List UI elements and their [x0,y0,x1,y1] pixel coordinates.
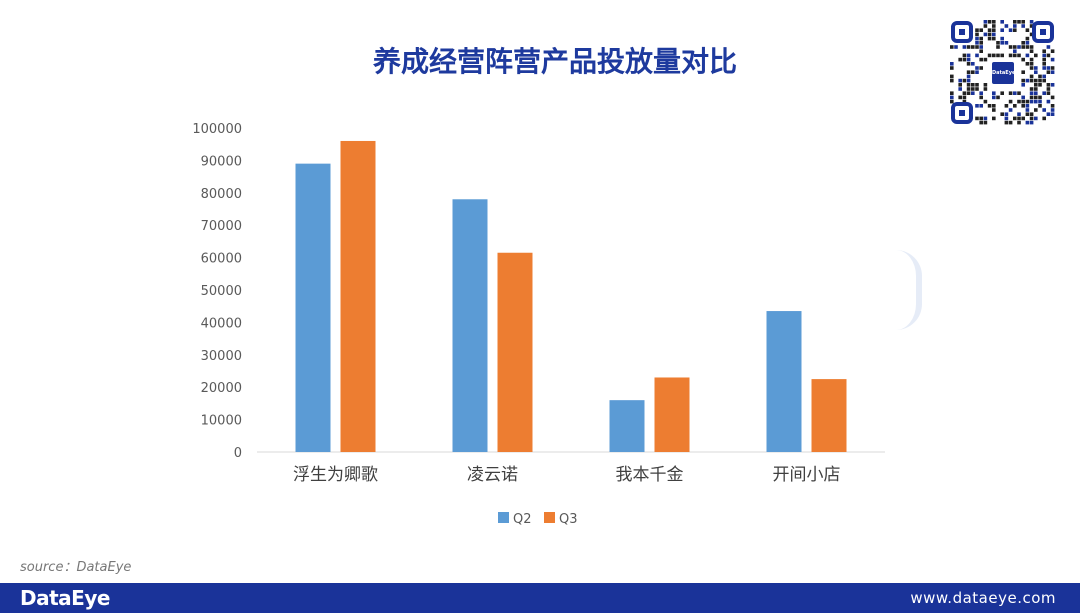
y-tick-label: 100000 [192,122,242,137]
footer-logo: DataEye [20,586,110,610]
legend-label-q2: Q2 [513,512,532,527]
y-tick-label: 10000 [201,414,242,429]
category-label: 浮生为卿歌 [293,465,378,485]
bar-q3 [497,252,533,452]
footer-bar: DataEye www.dataeye.com [0,583,1080,613]
y-tick-label: 90000 [201,154,242,169]
y-tick-label: 40000 [201,316,242,331]
y-tick-label: 20000 [201,381,242,396]
bar-q3 [340,140,376,452]
decorative-arc [896,250,922,330]
qr-code: DataEye [950,20,1055,125]
bar-q2 [452,199,488,452]
bar-chart: 0 10000 20000 30000 40000 50000 60000 70000 8000… [192,122,885,527]
legend-swatch-q3 [544,512,555,523]
y-tick-label: 30000 [201,349,242,364]
category-label: 我本千金 [616,465,684,485]
bar-q3 [811,379,847,452]
legend-swatch-q2 [498,512,509,523]
y-tick-label: 70000 [201,219,242,234]
bar-q3 [654,377,690,452]
bar-q2 [766,311,802,452]
legend-label-q3: Q3 [559,512,578,527]
y-tick-label: 50000 [201,284,242,299]
source-note: source：DataEye [20,560,132,575]
bar-q2 [295,163,331,452]
y-tick-label: 60000 [201,252,242,267]
category-label: 凌云诺 [467,465,518,485]
category-label: 开间小店 [773,465,841,485]
qr-logo-badge: DataEye [990,60,1016,86]
chart-title: 养成经营阵营产品投放量对比 [372,45,737,78]
qr-pattern [950,20,1055,125]
y-tick-label: 80000 [201,187,242,202]
footer-url: www.dataeye.com [910,589,1056,607]
y-tick-label: 0 [234,446,242,461]
bar-q2 [609,400,645,452]
